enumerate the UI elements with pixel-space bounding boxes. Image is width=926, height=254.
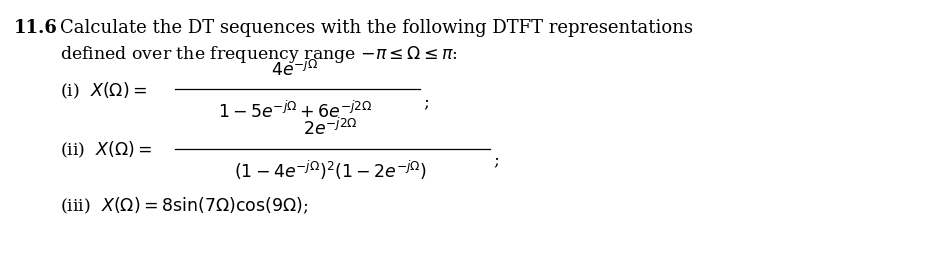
Text: (i)  $X(\Omega) =$: (i) $X(\Omega) =$: [60, 81, 147, 101]
Text: (iii)  $X(\Omega) = 8\sin(7\Omega)\cos(9\Omega)$;: (iii) $X(\Omega) = 8\sin(7\Omega)\cos(9\…: [60, 196, 308, 216]
Text: ;: ;: [423, 93, 429, 110]
Text: $(1 - 4e^{-j\Omega})^{2}(1 - 2e^{-j\Omega})$: $(1 - 4e^{-j\Omega})^{2}(1 - 2e^{-j\Omeg…: [233, 158, 426, 182]
Text: $2e^{-j2\Omega}$: $2e^{-j2\Omega}$: [303, 117, 357, 139]
Text: ;: ;: [493, 151, 499, 168]
Text: Calculate the DT sequences with the following DTFT representations: Calculate the DT sequences with the foll…: [60, 19, 693, 37]
Text: (ii)  $X(\Omega) =$: (ii) $X(\Omega) =$: [60, 140, 153, 160]
Text: $4e^{-j\Omega}$: $4e^{-j\Omega}$: [271, 58, 319, 80]
Text: $1 - 5e^{-j\Omega} + 6e^{-j2\Omega}$: $1 - 5e^{-j\Omega} + 6e^{-j2\Omega}$: [218, 100, 372, 122]
Text: 11.6: 11.6: [14, 19, 57, 37]
Text: defined over the frequency range $-\pi \leq \Omega \leq \pi$:: defined over the frequency range $-\pi \…: [60, 44, 458, 65]
